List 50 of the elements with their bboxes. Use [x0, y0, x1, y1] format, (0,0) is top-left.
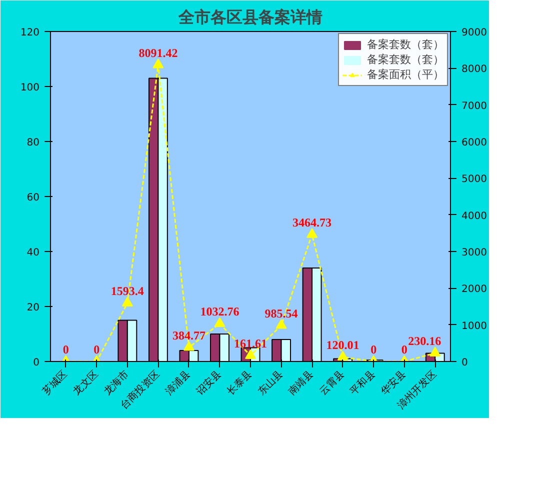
data-label: 985.54 [264, 306, 298, 320]
y2-tick-label: 7000 [462, 100, 487, 112]
y2-tick-label: 8000 [462, 64, 487, 76]
x-tick-label: 芗城区 [40, 368, 70, 398]
point [337, 350, 348, 360]
data-label: 230.16 [408, 334, 442, 348]
data-label: 3464.73 [292, 215, 332, 230]
point [152, 58, 164, 68]
point [430, 346, 441, 356]
y2-tick-label: 4000 [462, 210, 487, 222]
y2-tick-label: 6000 [462, 138, 487, 148]
data-label: 120.01 [326, 338, 360, 352]
y2-tick-label: 9000 [462, 28, 487, 38]
data-label: 0 [94, 342, 100, 356]
data-label: 1593.4 [110, 284, 144, 298]
legend-label: 备案套数（套） [367, 52, 444, 67]
x-tick-label: 龙文区 [70, 368, 101, 398]
chart-title: 全市各区县备案详情 [178, 8, 322, 26]
legend-label: 备案套数（套） [367, 37, 444, 52]
y-tick-label: 60 [26, 192, 40, 204]
y2-tick-label: 2000 [462, 284, 487, 296]
y-tick-label: 0 [33, 358, 40, 368]
y-tick-label: 100 [20, 82, 40, 94]
point [122, 296, 133, 306]
x-tick-label: 平和县 [348, 368, 378, 398]
y2-tick-label: 0 [462, 358, 468, 368]
x-tick-label: 漳浦县 [163, 368, 193, 398]
y-tick-label: 120 [20, 28, 40, 38]
point [245, 349, 256, 359]
data-label: 0 [62, 342, 69, 356]
data-label: 1032.76 [200, 304, 240, 319]
data-label: 0 [370, 342, 377, 356]
y-tick-label: 20 [26, 302, 40, 314]
legend-label: 备案面积（平） [367, 67, 444, 82]
y-tick-label: 80 [26, 138, 40, 148]
point [276, 319, 287, 329]
point [306, 228, 318, 238]
point [214, 317, 226, 328]
x-tick-label: 东山县 [255, 368, 286, 398]
y2-tick-label: 3000 [462, 248, 487, 258]
data-label: 8091.42 [138, 46, 178, 60]
x-tick-label: 云霄县 [318, 368, 347, 398]
x-tick-label: 长泰县 [224, 368, 254, 398]
y2-tick-label: 1000 [462, 320, 487, 332]
x-tick-label: 诏安县 [194, 368, 224, 398]
data-label: 0 [401, 342, 408, 356]
y-tick-label: 40 [26, 248, 40, 258]
y2-tick-label: 5000 [462, 174, 487, 186]
x-tick-label: 南靖县 [286, 368, 316, 398]
point [183, 341, 194, 351]
